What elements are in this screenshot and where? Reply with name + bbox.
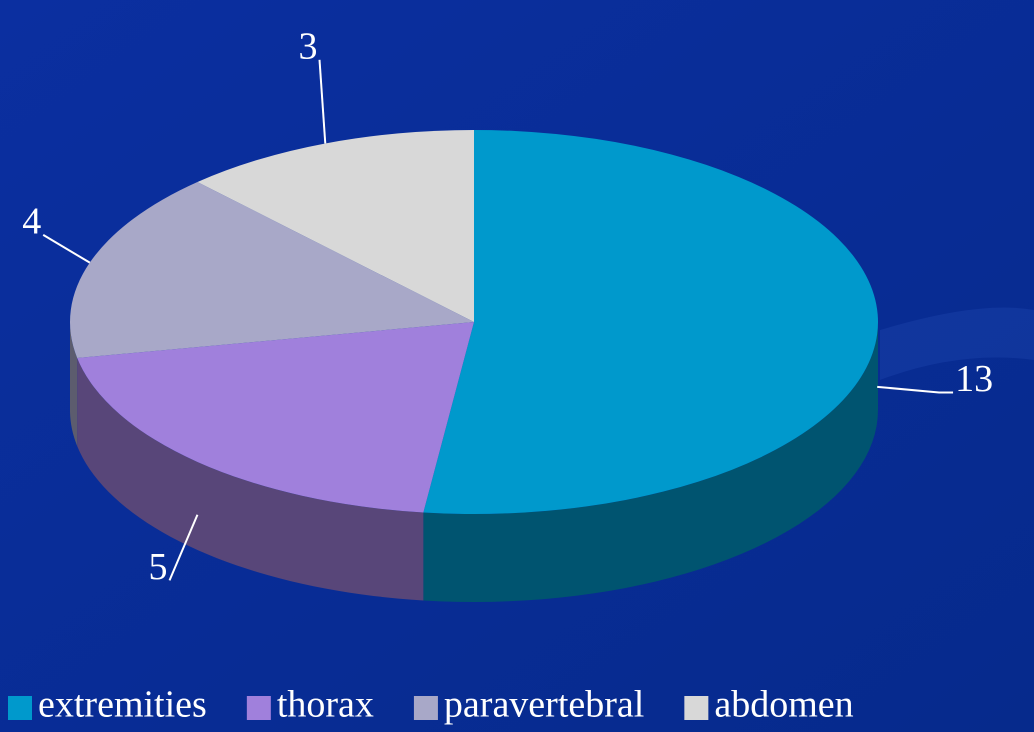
- slice: [77, 322, 475, 513]
- data-label: 5: [149, 546, 168, 588]
- slice-side: [70, 322, 78, 446]
- slice-side: [423, 322, 878, 602]
- slice: [423, 130, 878, 514]
- data-label: 3: [299, 26, 318, 68]
- data-label: 13: [955, 358, 993, 400]
- leader-line: [877, 385, 954, 394]
- legend-label: extremities: [38, 684, 207, 726]
- slice: [70, 182, 475, 358]
- legend-swatch: [684, 696, 709, 720]
- leader-line: [168, 514, 199, 581]
- legend-swatch: [413, 696, 438, 720]
- data-label: 4: [22, 201, 41, 243]
- pie: 13 5 4 3: [22, 26, 993, 602]
- legend: extremities thorax paravertebral abdomen: [8, 684, 854, 726]
- legend-label: abdomen: [714, 684, 853, 726]
- leader-line: [318, 59, 327, 144]
- legend-label: thorax: [277, 684, 374, 726]
- legend-swatch: [8, 696, 32, 720]
- decoration: [880, 307, 1034, 380]
- slice-side: [77, 357, 424, 601]
- leader-line: [42, 233, 91, 264]
- legend-swatch: [246, 696, 271, 720]
- legend-label: paravertebral: [444, 684, 644, 726]
- slice: [197, 130, 474, 322]
